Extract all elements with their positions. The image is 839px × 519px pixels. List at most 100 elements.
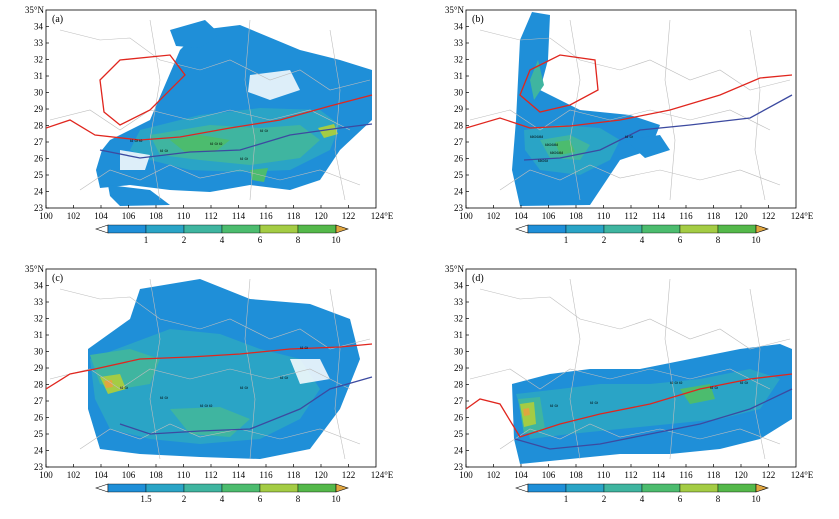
panel-d: ω ωω ωω ω ωω ωω ω (d) 35°N34333231302928… — [445, 264, 814, 504]
x-tick-label: 122 — [342, 470, 356, 480]
panel-label: (c) — [52, 273, 63, 284]
svg-text:ω ω: ω ω — [300, 346, 309, 351]
x-tick-label: 118 — [707, 211, 721, 221]
colorbar-label: 6 — [258, 235, 263, 245]
colorbar-label: 4 — [640, 494, 645, 504]
colorbar-segment — [679, 483, 719, 493]
y-tick-label: 27 — [34, 137, 44, 147]
province-boundaries — [469, 19, 791, 201]
colorbar-segment — [717, 224, 757, 234]
precip-field — [512, 12, 670, 206]
x-tick-label: 120 — [314, 211, 328, 221]
y-tick-label: 26 — [34, 154, 44, 164]
x-tick-label: 110 — [177, 211, 191, 221]
colorbar-label: 1 — [144, 235, 149, 245]
x-tick-label: 108 — [149, 211, 163, 221]
x-tick-label: 108 — [569, 211, 583, 221]
y-tick-label: 30 — [34, 347, 44, 357]
y-tick-label: 27 — [34, 396, 44, 406]
y-axis: 35°N 34 33 32 31 30 29 28 27 26 25 24 23 — [445, 264, 469, 472]
svg-text:ω ω: ω ω — [550, 404, 559, 409]
x-tick-label: 106 — [542, 211, 556, 221]
svg-text:ω ω: ω ω — [260, 129, 269, 134]
svg-text:ω ω: ω ω — [280, 376, 289, 381]
colorbar-segment — [145, 224, 185, 234]
x-tick-label: 114 — [652, 211, 666, 221]
y-tick-label: 31 — [34, 71, 43, 81]
colorbar-label: 10 — [332, 235, 342, 245]
y-tick-label: 34 — [34, 281, 44, 291]
svg-text:ωωωω: ωωωω — [545, 143, 559, 148]
colorbar-label: 6 — [678, 235, 683, 245]
colorbar-segment — [717, 483, 757, 493]
colorbar-segment — [107, 483, 147, 493]
x-tick-label: 106 — [122, 211, 136, 221]
svg-text:ω ω ω: ω ω ω — [210, 142, 223, 147]
panel-label: (a) — [52, 14, 63, 25]
colorbar-segment — [679, 224, 719, 234]
colorbar-label: 2 — [602, 494, 607, 504]
y-tick-label: 32 — [34, 55, 43, 65]
y-tick-label: 23 — [454, 462, 464, 472]
x-tick-label: 112 — [204, 211, 217, 221]
y-axis: 35°N 34 33 32 31 30 29 28 27 26 25 24 23 — [25, 264, 49, 472]
y-tick-label: 29 — [454, 363, 464, 373]
colorbar-segment — [221, 224, 261, 234]
colorbar-label: 8 — [716, 235, 721, 245]
colorbar-segment — [297, 224, 337, 234]
x-tick-label: 110 — [597, 211, 611, 221]
svg-text:ω ω: ω ω — [590, 401, 599, 406]
y-tick-label: 26 — [454, 413, 464, 423]
y-tick-label: 32 — [34, 314, 43, 324]
colorbar-label: 2 — [182, 494, 187, 504]
y-tick-label: 32 — [454, 55, 463, 65]
y-tick-label: 30 — [454, 88, 464, 98]
x-tick-label: 114 — [232, 211, 246, 221]
colorbar-label: 1 — [564, 494, 569, 504]
colorbar: 1 2 4 6 8 10 — [515, 483, 769, 504]
y-tick-label: 25 — [454, 170, 464, 180]
y-tick-label: 33 — [34, 297, 44, 307]
y-tick-label: 34 — [454, 22, 464, 32]
x-tick-label: 108 — [569, 470, 583, 480]
y-tick-label: 27 — [454, 137, 464, 147]
y-tick-label: 28 — [454, 121, 464, 131]
station-markers: ω ω ω ω ω ω ω ω ω ω ω — [550, 381, 749, 409]
x-axis: 100 102 104 106 108 110 112 114 116 118 120 122 124°… — [459, 464, 814, 480]
y-tick-label: 24 — [454, 187, 464, 197]
colorbar: 1.5 2 4 6 8 10 — [95, 483, 349, 504]
province-boundaries — [49, 278, 371, 460]
colorbar-label: 2 — [182, 235, 187, 245]
x-tick-label: 102 — [487, 211, 501, 221]
x-tick-label: 100 — [39, 211, 53, 221]
x-tick-label: 104 — [94, 211, 108, 221]
y-tick-label: 30 — [34, 88, 44, 98]
y-tick-label: 28 — [34, 121, 44, 131]
y-tick-label: 35°N — [25, 264, 45, 274]
ridge-line-red — [466, 373, 793, 438]
colorbar-label: 6 — [258, 494, 263, 504]
province-boundaries — [469, 278, 791, 460]
x-tick-label: 114 — [232, 470, 246, 480]
x-tick-label: 102 — [67, 211, 81, 221]
colorbar-label: 4 — [220, 235, 225, 245]
x-tick-label: 120 — [314, 470, 328, 480]
x-tick-label: 100 — [459, 470, 473, 480]
colorbar-min-arrow — [515, 224, 529, 234]
x-tick-label: 124°E — [371, 211, 394, 221]
ridge-line-red — [466, 74, 793, 129]
x-tick-label: 116 — [679, 211, 693, 221]
colorbar-min-arrow — [515, 483, 529, 493]
x-tick-label: 106 — [542, 470, 556, 480]
x-tick-label: 102 — [487, 470, 501, 480]
colorbar-label: 8 — [716, 494, 721, 504]
x-tick-label: 114 — [652, 470, 666, 480]
colorbar-segment — [565, 224, 605, 234]
svg-text:ω ω: ω ω — [625, 135, 634, 140]
colorbar-max-arrow — [335, 483, 349, 493]
colorbar-label: 1 — [564, 235, 569, 245]
panel-c: ω ω ω ω ω ω ω ω ω ω ω ω ω (c) 35°N 34 33 32 31 30 2… — [25, 264, 394, 504]
y-tick-label: 33 — [34, 38, 44, 48]
svg-text:ω ω: ω ω — [120, 386, 129, 391]
